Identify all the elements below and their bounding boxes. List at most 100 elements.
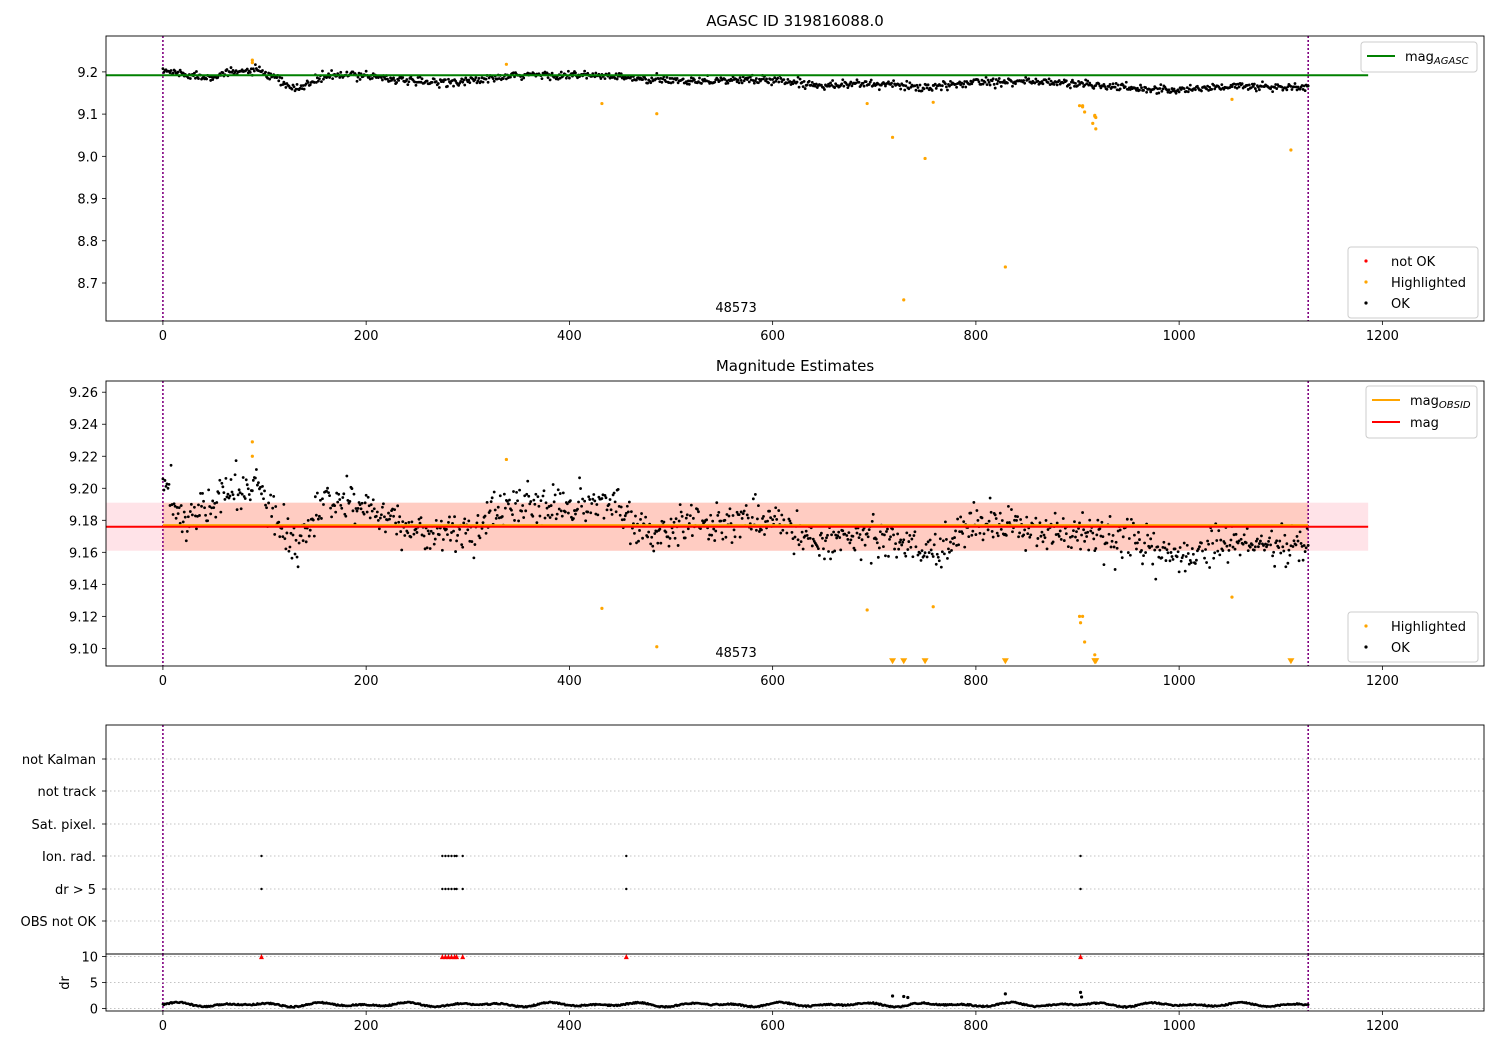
data-point (387, 511, 390, 515)
data-point (179, 504, 183, 507)
data-point (340, 506, 344, 510)
data-point (1040, 80, 1044, 83)
data-point (366, 495, 370, 499)
data-point (417, 517, 421, 521)
data-point (1206, 539, 1209, 543)
data-point (513, 519, 516, 522)
data-point (397, 520, 401, 524)
data-point (745, 513, 749, 517)
data-point (1094, 547, 1098, 550)
data-point (893, 547, 896, 551)
data-point (573, 509, 576, 512)
data-point (972, 501, 976, 504)
x-tick-label: 1000 (1163, 329, 1196, 344)
data-point (829, 557, 832, 561)
data-point (419, 80, 423, 84)
data-point (420, 77, 424, 81)
data-point (786, 77, 790, 81)
data-point (495, 513, 499, 517)
data-point (1246, 549, 1250, 553)
data-point (458, 528, 462, 531)
data-point (1275, 87, 1279, 90)
data-point (392, 514, 395, 518)
data-point (183, 515, 187, 519)
data-point (1061, 517, 1065, 520)
data-point (1168, 559, 1172, 563)
data-point (545, 71, 549, 75)
data-point (882, 545, 885, 549)
data-point (1253, 545, 1257, 549)
data-point (1123, 85, 1127, 89)
data-point (836, 534, 840, 538)
data-point (987, 519, 991, 523)
data-point (319, 498, 322, 502)
data-point (331, 77, 335, 81)
data-point (437, 533, 441, 537)
data-point (1189, 561, 1193, 565)
data-point (177, 506, 181, 510)
data-point (1138, 88, 1141, 92)
data-point (686, 527, 690, 531)
data-point (998, 80, 1002, 84)
data-point (302, 87, 306, 91)
data-point (412, 532, 416, 536)
data-point (669, 517, 673, 521)
data-point (384, 77, 387, 81)
data-point (1078, 521, 1081, 525)
highlighted-point (655, 112, 659, 116)
data-point (769, 516, 773, 520)
data-point (690, 534, 694, 537)
data-point (518, 488, 522, 492)
data-point (476, 79, 480, 83)
data-point (1064, 79, 1068, 83)
data-point (796, 75, 800, 79)
x-tick-label: 400 (557, 329, 582, 344)
data-point (957, 543, 961, 547)
data-point (546, 76, 550, 80)
data-point (174, 516, 178, 520)
data-point (622, 518, 626, 521)
highlighted-point (890, 994, 895, 998)
data-point (853, 548, 857, 552)
data-point (240, 492, 244, 496)
data-point (255, 468, 258, 471)
data-point (1281, 88, 1285, 92)
data-point (342, 492, 346, 496)
data-point (827, 550, 830, 553)
data-point (1137, 530, 1140, 534)
data-point (701, 519, 704, 523)
data-point (301, 539, 305, 543)
data-point (998, 511, 1002, 515)
highlighted-point (1230, 97, 1234, 101)
data-point (497, 77, 501, 80)
data-point (363, 501, 367, 505)
data-point (1052, 83, 1056, 86)
data-point (1008, 521, 1011, 524)
data-point (321, 497, 324, 501)
data-point (1208, 566, 1212, 569)
data-point (452, 84, 455, 88)
data-point (1005, 521, 1009, 525)
data-point (947, 547, 950, 551)
data-point (1258, 542, 1261, 545)
x-tick-label: 200 (354, 674, 379, 689)
data-point (1261, 80, 1264, 84)
data-point (857, 80, 861, 84)
data-point (868, 80, 872, 84)
data-point (321, 69, 324, 73)
data-point (1164, 559, 1168, 562)
data-point (1205, 561, 1208, 564)
data-point (790, 531, 794, 534)
data-point (429, 529, 433, 533)
data-point (1165, 88, 1169, 92)
data-point (776, 76, 780, 80)
data-point (860, 538, 864, 542)
data-point (981, 538, 985, 542)
data-point (830, 83, 833, 87)
data-point (441, 538, 445, 541)
agasc-mag-panel: AGASC ID 319816088.0 48573 0 200 400 600 800… (77, 12, 1485, 344)
data-point (388, 517, 391, 521)
data-point (397, 78, 401, 82)
data-point (1134, 541, 1137, 545)
data-point (457, 83, 461, 87)
